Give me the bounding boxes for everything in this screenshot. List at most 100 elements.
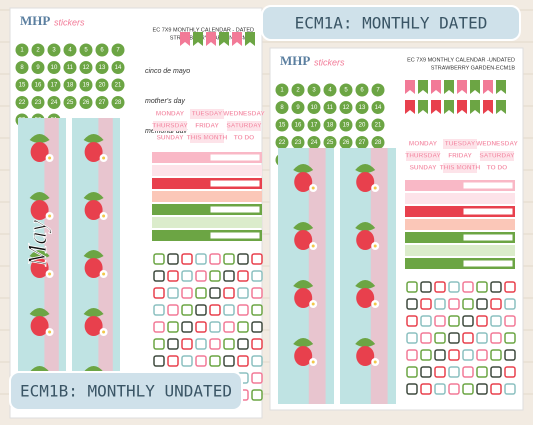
strawberry — [84, 316, 103, 336]
date-dot — [79, 43, 93, 57]
date-dot — [323, 118, 337, 132]
icon-sticker — [237, 253, 249, 265]
date-number: 11 — [67, 65, 74, 71]
icon-sticker — [420, 315, 432, 327]
date-number: 8 — [20, 65, 24, 71]
box-sticker — [405, 245, 515, 256]
flag — [405, 80, 415, 94]
date-dot — [339, 136, 353, 149]
date-dot — [355, 118, 369, 132]
leaf — [355, 222, 376, 231]
icon-sticker — [434, 383, 446, 395]
day-header — [227, 109, 261, 119]
date-dot — [291, 136, 305, 149]
date-dot — [275, 118, 289, 132]
icon-sticker — [181, 338, 193, 350]
icon-sticker — [167, 338, 179, 350]
strawberry — [30, 316, 49, 336]
date-dot — [79, 78, 93, 92]
flower-center — [373, 244, 377, 248]
date-dot — [15, 43, 29, 57]
icon-sticker — [434, 315, 446, 327]
day-label: TO DO — [487, 165, 507, 172]
flag — [405, 100, 415, 114]
flag — [496, 100, 506, 114]
day-header — [480, 151, 514, 161]
icon-sticker — [181, 321, 193, 333]
icon-sticker — [251, 253, 263, 265]
date-dot — [371, 101, 385, 114]
icon-sticker — [490, 315, 502, 327]
date-dot — [355, 101, 369, 114]
strawberry — [30, 200, 49, 220]
date-number: 14 — [115, 65, 122, 71]
date-number: 21 — [115, 83, 122, 89]
day-header — [227, 121, 261, 131]
icon-sticker — [223, 338, 235, 350]
date-dot — [323, 83, 337, 97]
icon-sticker — [223, 355, 235, 367]
date-dot — [291, 101, 305, 114]
date-number: 6 — [100, 48, 104, 54]
strawberry — [356, 346, 375, 366]
icon-sticker — [167, 355, 179, 367]
box-inset — [462, 259, 514, 268]
flower-center — [311, 244, 315, 248]
date-dot — [339, 101, 353, 114]
icon-sticker — [490, 281, 502, 293]
box-sticker — [405, 258, 515, 269]
icon-sticker — [462, 349, 474, 361]
icon-sticker — [251, 372, 263, 384]
icon-sticker — [209, 253, 221, 265]
day-header — [406, 139, 440, 149]
day-header — [480, 163, 514, 173]
icon-sticker — [448, 281, 460, 293]
date-dot — [291, 83, 305, 97]
icon-sticker — [504, 383, 516, 395]
date-dot — [63, 43, 77, 57]
day-label: SATURDAY — [479, 153, 515, 160]
date-number: 27 — [99, 100, 106, 106]
icon-sticker — [167, 287, 179, 299]
date-dot — [111, 61, 125, 74]
icon-sticker — [153, 253, 165, 265]
label-top-box — [261, 5, 521, 41]
icon-sticker — [209, 321, 221, 333]
strawberry — [84, 258, 103, 278]
icon-sticker — [237, 321, 249, 333]
date-dot — [307, 101, 321, 114]
icon-sticker — [209, 270, 221, 282]
date-number: 18 — [327, 123, 334, 129]
date-dot — [95, 96, 109, 109]
flag — [470, 80, 480, 94]
box-sticker — [152, 230, 262, 241]
date-dot — [275, 101, 289, 114]
date-number: 18 — [67, 83, 74, 89]
box-sticker — [405, 232, 515, 243]
date-number: 13 — [359, 105, 366, 111]
date-dot — [31, 78, 45, 92]
box-sticker — [405, 206, 515, 217]
flag — [457, 100, 467, 114]
icon-sticker — [167, 253, 179, 265]
icon-sticker — [448, 315, 460, 327]
leaf — [355, 338, 376, 347]
leaf — [293, 164, 314, 173]
day-label: THURSDAY — [152, 123, 188, 130]
icon-sticker — [237, 355, 249, 367]
flag — [431, 80, 441, 94]
flag — [418, 100, 428, 114]
icon-sticker — [448, 332, 460, 344]
box-sticker — [405, 180, 515, 191]
strawberry — [294, 346, 313, 366]
date-number: 28 — [115, 100, 122, 106]
flag — [245, 32, 255, 46]
icon-sticker — [476, 315, 488, 327]
icon-sticker — [251, 389, 263, 401]
sticker-strip-edge — [370, 148, 388, 404]
day-header — [443, 163, 477, 173]
flower-center — [102, 156, 106, 160]
icon-sticker — [251, 270, 263, 282]
day-header — [190, 121, 224, 131]
date-dot — [307, 83, 321, 97]
